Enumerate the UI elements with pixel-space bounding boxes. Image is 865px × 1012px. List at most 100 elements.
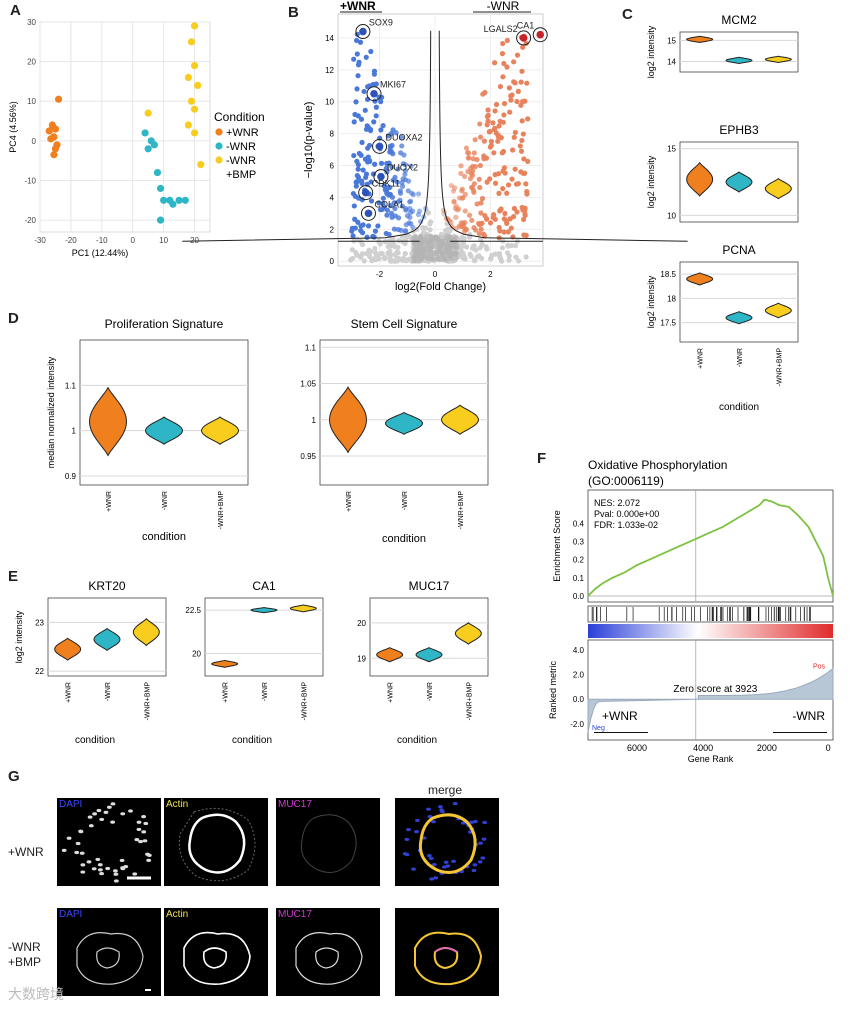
y-tick-label: 0.2 (573, 556, 585, 565)
row-label-wnr: +WNR (8, 845, 44, 859)
x-tick-label: -2 (376, 270, 384, 279)
nucleus-mark (79, 851, 85, 855)
volcano-point (476, 221, 483, 228)
volcano-point (412, 253, 417, 259)
x-tick-label: +WNR (698, 348, 705, 369)
volcano-point (367, 126, 374, 133)
y-tick-label: 6 (330, 162, 335, 171)
volcano-point (392, 205, 398, 212)
y-tick-label: 20 (27, 58, 36, 67)
nucleus-mark (110, 820, 116, 824)
volcano-point (373, 81, 379, 87)
volcano-point (418, 246, 424, 252)
x-axis-label: condition (382, 533, 426, 545)
x-tick-label: 0 (131, 236, 136, 245)
volcano-point (418, 233, 423, 239)
volcano-point (439, 257, 445, 263)
threshold-curve-left (182, 30, 432, 242)
volcano-point (458, 163, 464, 169)
data-point (187, 38, 196, 46)
volcano-point (387, 184, 393, 191)
channel-label: Actin (166, 799, 189, 810)
volcano-point (495, 171, 502, 177)
x-tick-label: -WNR+BMP (301, 682, 308, 721)
nucleus-mark (439, 810, 445, 814)
volcano-point (465, 155, 471, 161)
violin-shape (211, 659, 239, 668)
y-tick-label: 0.3 (573, 537, 585, 546)
volcano-point (482, 213, 488, 219)
subplot-title: Proliferation Signature (105, 317, 224, 331)
highlight-ring (516, 30, 532, 46)
channel-label: MUC17 (278, 799, 312, 810)
volcano-point (402, 227, 409, 234)
volcano-point (499, 150, 505, 156)
volcano-point (485, 112, 491, 118)
volcano-point (375, 223, 381, 229)
violin-shape (725, 171, 753, 193)
y-tick-label: 17.5 (660, 319, 676, 328)
data-point (144, 145, 152, 153)
volcano-point (406, 178, 412, 184)
volcano-point (451, 198, 457, 205)
volcano-point (354, 179, 360, 185)
violin-shape (764, 302, 792, 319)
data-point (156, 216, 165, 224)
volcano-point (412, 240, 418, 246)
volcano-point (500, 40, 506, 47)
volcano-point (491, 126, 498, 133)
subplot-title: PCNA (722, 243, 755, 257)
nucleus-mark (113, 872, 119, 876)
volcano-point (441, 241, 447, 247)
micrograph-merge-wnr (395, 798, 499, 886)
row-label-bmp: +BMP (8, 955, 42, 969)
data-point (190, 22, 199, 30)
violin-shape (376, 647, 404, 663)
nucleus-mark (99, 871, 104, 876)
volcano-point (428, 234, 434, 240)
x-tick-label: +WNR (388, 682, 395, 703)
volcano-point (427, 227, 433, 233)
volcano-point (363, 126, 370, 132)
volcano-point (507, 109, 513, 115)
volcano-point (371, 71, 377, 77)
y-tick-label: 30 (27, 18, 36, 27)
volcano-point (410, 208, 416, 214)
volcano-point (465, 168, 471, 175)
volcano-point (518, 148, 525, 154)
y-tick-label: 14 (325, 34, 334, 43)
data-point (54, 95, 63, 103)
nucleus-mark (431, 820, 436, 824)
highlight-point (519, 34, 528, 42)
volcano-point (371, 255, 377, 262)
nucleus-mark (113, 879, 119, 883)
gene-label: DUOX2 (387, 163, 418, 173)
volcano-point (508, 97, 514, 103)
y-tick-label: 15 (667, 145, 676, 154)
x-tick-label: -WNR (427, 682, 434, 701)
volcano-point (427, 221, 433, 227)
volcano-point (435, 255, 441, 260)
volcano-point (512, 166, 518, 172)
volcano-point (511, 134, 517, 140)
volcano-point (522, 98, 528, 104)
panel-label-d: D (8, 310, 19, 327)
x-axis-label: condition (142, 531, 186, 543)
nucleus-mark (91, 867, 97, 871)
highlight-point (377, 172, 385, 181)
volcano-point (452, 205, 459, 212)
nucleus-mark (433, 876, 439, 880)
volcano-point (366, 142, 373, 149)
volcano-point (368, 48, 374, 55)
y-tick-label: 0 (330, 257, 335, 266)
volcano-point (385, 243, 391, 250)
volcano-point (505, 182, 512, 188)
volcano-point (355, 166, 361, 172)
volcano-point (498, 135, 504, 141)
volcano-point (358, 254, 364, 260)
panel-label-c: C (622, 6, 633, 23)
nucleus-mark (120, 812, 126, 816)
volcano-point (380, 195, 386, 201)
x-axis-label: log2(Fold Change) (395, 281, 486, 293)
volcano-point (518, 79, 524, 85)
